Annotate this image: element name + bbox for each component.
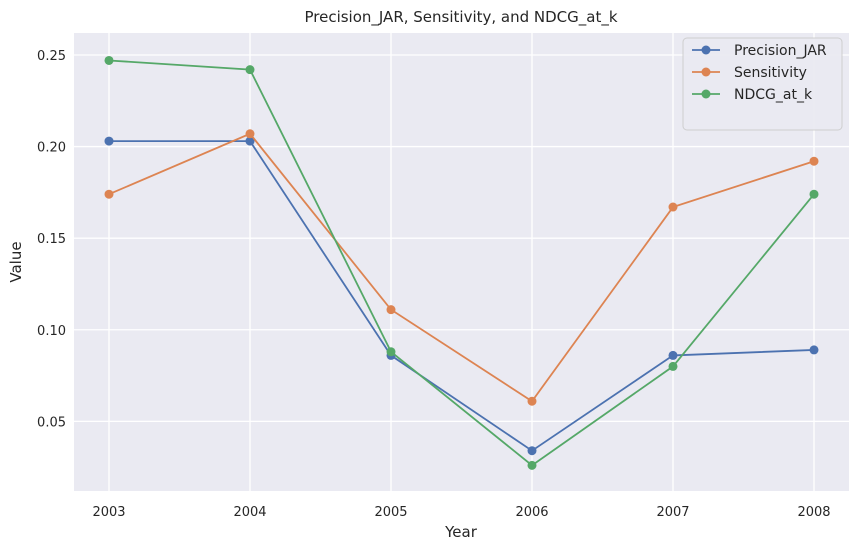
legend-marker <box>701 45 711 55</box>
y-axis-label: Value <box>7 241 25 282</box>
legend-marker <box>701 89 711 99</box>
y-tick-label: 0.25 <box>37 49 66 64</box>
data-point <box>527 446 537 456</box>
legend-box <box>682 37 843 131</box>
data-point <box>668 361 678 371</box>
y-tick-label: 0.20 <box>37 141 66 156</box>
data-point <box>104 189 114 199</box>
x-tick-label: 2006 <box>515 505 548 520</box>
x-tick-labels: 2003 2004 2005 2006 2007 2008 <box>92 505 830 520</box>
chart-title: Precision_JAR, Sensitivity, and NDCG_at_… <box>304 8 617 27</box>
data-point <box>809 189 819 199</box>
series-line <box>108 132 815 403</box>
legend-item: NDCG_at_k <box>692 87 813 103</box>
legend: Precision_JAR Sensitivity NDCG_at_k <box>682 37 843 131</box>
x-tick-label: 2003 <box>92 505 125 520</box>
series-lines <box>104 55 819 470</box>
y-tick-label: 0.05 <box>37 415 66 430</box>
series-line <box>108 59 815 467</box>
x-tick-label: 2007 <box>656 505 689 520</box>
y-tick-labels: 0.05 0.10 0.15 0.20 0.25 <box>37 49 66 430</box>
data-point <box>104 136 114 146</box>
x-tick-label: 2008 <box>797 505 830 520</box>
data-point <box>668 202 678 212</box>
y-tick-label: 0.10 <box>37 324 66 339</box>
series-Precision_JAR <box>104 136 819 456</box>
data-point <box>245 136 255 146</box>
series-Sensitivity <box>104 129 819 406</box>
legend-item: Sensitivity <box>692 65 807 81</box>
x-tick-label: 2005 <box>374 505 407 520</box>
series-line <box>109 140 815 452</box>
legend-item: Precision_JAR <box>692 43 827 59</box>
data-point <box>386 347 396 357</box>
legend-label: Sensitivity <box>734 65 807 81</box>
data-point <box>809 156 819 166</box>
data-point <box>386 305 396 315</box>
data-point <box>245 65 255 75</box>
data-point <box>668 350 678 360</box>
legend-marker <box>701 67 711 77</box>
grid-lines <box>74 33 849 491</box>
data-point <box>527 396 537 406</box>
data-point <box>104 55 114 65</box>
data-point <box>245 129 255 139</box>
data-point <box>809 345 819 355</box>
x-axis-label: Year <box>444 523 478 541</box>
y-tick-label: 0.15 <box>37 232 66 247</box>
legend-label: Precision_JAR <box>734 43 827 59</box>
legend-label: NDCG_at_k <box>734 87 813 103</box>
data-point <box>527 460 537 470</box>
series-NDCG_at_k <box>104 55 819 470</box>
x-tick-label: 2004 <box>233 505 266 520</box>
